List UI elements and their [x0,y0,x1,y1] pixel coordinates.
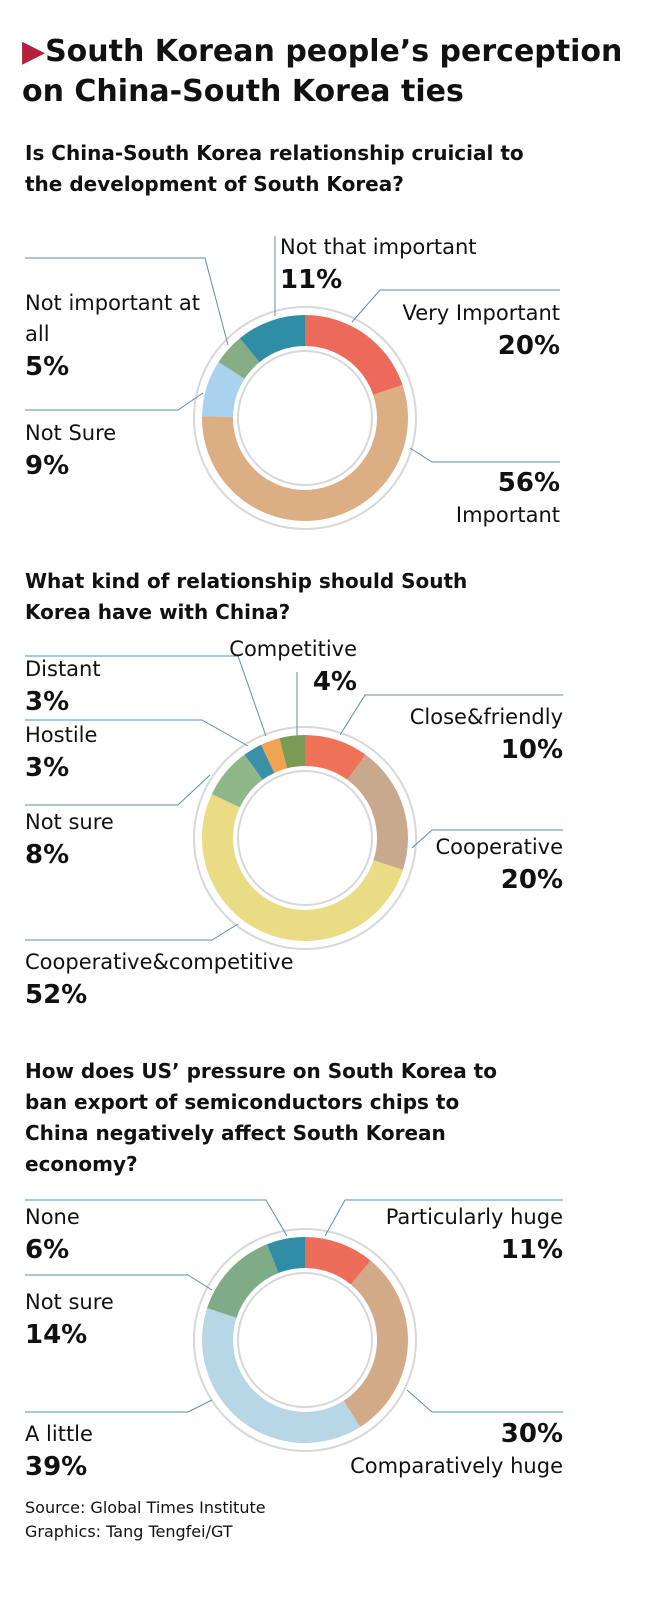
slice-label: Cooperative 20% [435,832,563,897]
category-label: Cooperative [435,835,563,859]
slice-label: Not Sure 9% [25,418,116,483]
inner-ring [237,770,373,906]
leader-line [339,694,563,736]
source: Source: Global Times Institute [25,1498,266,1517]
donut-slice [202,1308,361,1443]
category-label: Not Sure [25,421,117,445]
category-label: Competitive [229,637,357,661]
category-label: None [25,1205,80,1229]
slice-label: Not sure 8% [25,807,114,872]
slice-label: Close&friendly 10% [410,702,563,767]
donut-slice [305,315,403,395]
category-label: Distant [25,657,101,681]
donut-slice [211,754,263,808]
leader-line [25,392,204,411]
slice-label: None 6% [25,1202,80,1267]
category-label: Cooperative&competitive [25,950,294,974]
leader-line [409,447,560,463]
value-label: 5% [25,352,70,382]
slice-label: 56% Important [456,466,560,531]
outer-ring [193,1228,417,1452]
slice-label: Cooperative&competitive 52% [25,947,294,1012]
donut-slice [305,735,366,780]
category-label: Hostile [25,723,98,747]
main-title: South Korean people’s perception on Chin… [22,34,623,109]
donut-slice [202,794,403,941]
category-label: Close&friendly [409,705,563,729]
category-label: Not sure [25,1290,114,1314]
category-label: Not that important [280,235,477,259]
leader-line [25,774,211,806]
slice-label: Distant 3% [25,654,101,719]
chart-title: What kind of relationship should South K… [25,569,468,624]
inner-ring [237,1272,373,1408]
donut-slice [279,735,305,769]
value-label: 14% [25,1320,88,1350]
value-label: 11% [500,1235,563,1265]
donut-slice [244,744,275,780]
leader-line [324,1199,563,1237]
category-label: A little [25,1422,93,1446]
chart-title: Is China-South Korea relationship cruici… [25,141,524,196]
category-label: Particularly huge [385,1205,563,1229]
outer-ring [193,726,417,950]
value-label: 3% [25,687,70,717]
donut-slice [218,338,260,379]
category-label: Important [455,503,560,527]
title-marker: ▶ [22,34,46,69]
value-label: 52% [25,980,88,1010]
leader-line [25,1274,213,1291]
slice-label: Hostile 3% [25,720,97,785]
leader-line [411,829,563,849]
value-label: 30% [500,1419,563,1449]
donut-slice [202,384,409,521]
leader-line [351,289,560,323]
donut-slice [305,1237,371,1285]
slice-label: Not sure 14% [25,1287,114,1352]
value-label: 9% [25,451,70,481]
donut-slice [261,738,288,773]
credit: Graphics: Tang Tengfei/GT [25,1522,233,1541]
slice-label: Competitive 4% [229,634,357,699]
donut-slice [207,1244,279,1318]
value-label: 39% [25,1452,88,1482]
outer-ring [193,306,417,530]
slice-label: Particularly huge 11% [386,1202,563,1267]
category-label: Not important at all [25,291,200,346]
value-label: 6% [25,1235,70,1265]
inner-ring [237,350,373,486]
donut-slice [267,1237,305,1274]
value-label: 11% [280,265,343,295]
value-label: 20% [500,865,563,895]
slice-label: Very Important 20% [403,298,561,363]
leader-line [406,1389,563,1413]
leader-line [25,257,229,346]
chart-title: How does US’ pressure on South Korea to … [25,1059,497,1176]
slice-label: Not important at all 5% [25,288,215,384]
category-label: Not sure [25,810,114,834]
donut-slice [347,754,408,870]
donut-slice [239,315,305,363]
donut-slice [343,1260,409,1427]
leader-line [25,923,239,941]
main-title-box: ▶South Korean people’s perception on Chi… [22,32,632,112]
slice-label: Not that important 11% [280,232,477,297]
value-label: 8% [25,840,70,870]
value-label: 3% [25,753,70,783]
slice-label: 30% Comparatively huge [350,1417,563,1482]
category-label: Very Important [402,301,561,325]
donut-slice [202,361,245,417]
leader-line [25,1399,213,1413]
leader-line [25,719,249,747]
category-label: Comparatively huge [350,1454,563,1478]
slice-label: A little 39% [25,1419,93,1484]
leader-line [25,1199,288,1237]
value-label: 10% [500,735,563,765]
value-label: 20% [497,331,560,361]
value-label: 56% [497,468,560,498]
value-label: 4% [312,667,357,697]
leader-line [25,655,267,737]
